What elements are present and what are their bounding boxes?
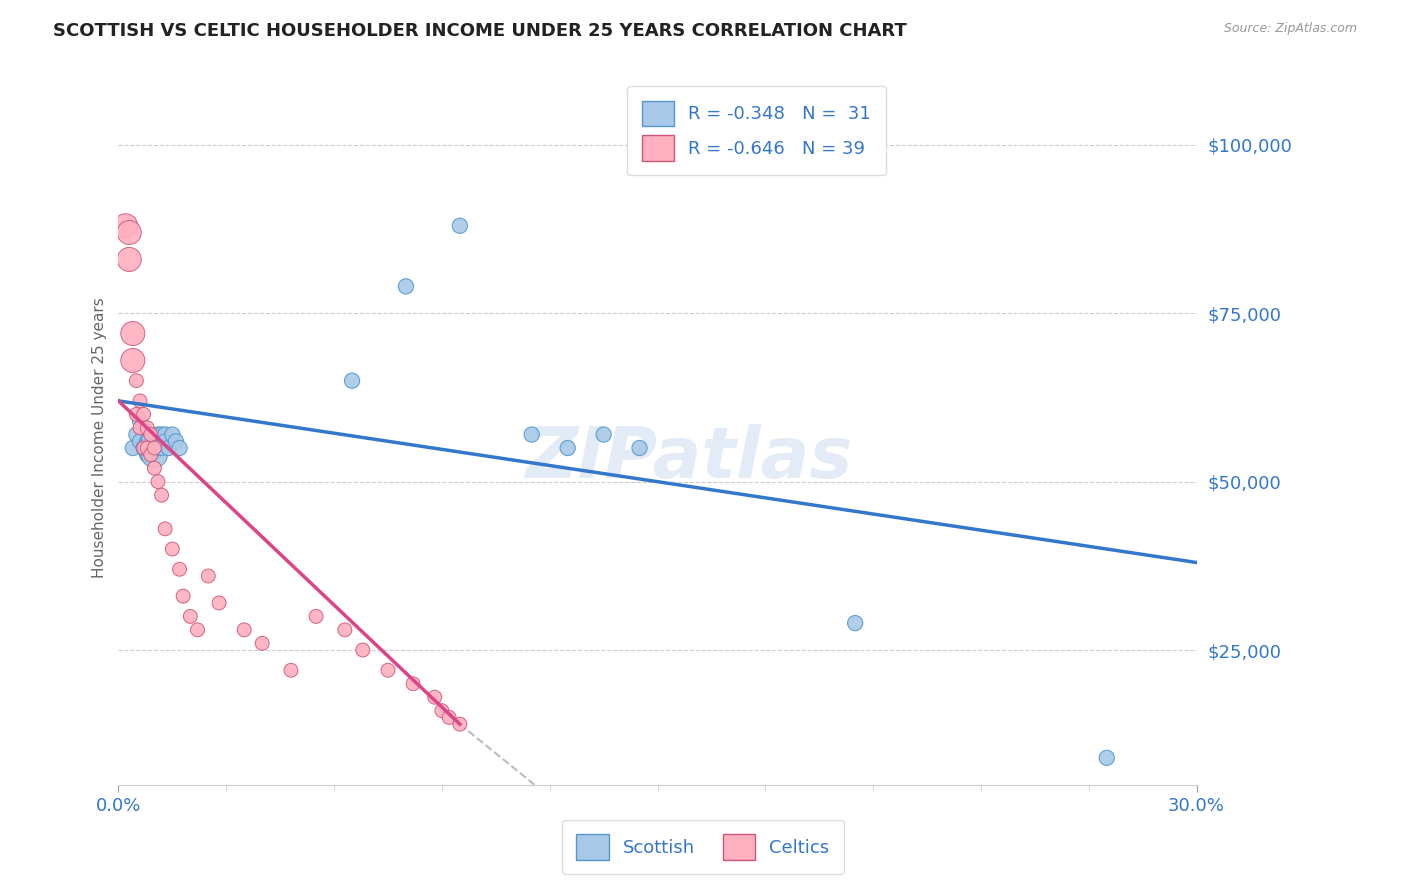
Point: [449, 717, 471, 731]
Point: [340, 374, 363, 388]
Point: [129, 434, 152, 449]
Point: [136, 448, 159, 462]
Point: [139, 427, 162, 442]
Point: [121, 441, 143, 455]
Point: [280, 663, 302, 677]
Point: [377, 663, 399, 677]
Legend: R = -0.348   N =  31, R = -0.646   N = 39: R = -0.348 N = 31, R = -0.646 N = 39: [627, 87, 886, 175]
Point: [844, 616, 866, 631]
Point: [125, 374, 148, 388]
Point: [169, 562, 191, 576]
Point: [136, 421, 159, 435]
Point: [186, 623, 208, 637]
Point: [197, 569, 219, 583]
Point: [143, 461, 166, 475]
Point: [132, 408, 155, 422]
Point: [153, 427, 176, 442]
Point: [118, 252, 141, 267]
Point: [129, 414, 152, 428]
Point: [125, 427, 148, 442]
Point: [136, 434, 159, 449]
Text: Source: ZipAtlas.com: Source: ZipAtlas.com: [1223, 22, 1357, 36]
Point: [121, 353, 143, 368]
Point: [208, 596, 231, 610]
Point: [628, 441, 651, 455]
Point: [150, 427, 173, 442]
Point: [143, 448, 166, 462]
Point: [153, 522, 176, 536]
Point: [165, 434, 187, 449]
Point: [162, 427, 184, 442]
Point: [233, 623, 256, 637]
Point: [423, 690, 446, 705]
Point: [402, 677, 425, 691]
Point: [169, 441, 191, 455]
Point: [430, 704, 453, 718]
Point: [143, 441, 166, 455]
Point: [129, 393, 152, 408]
Point: [139, 441, 162, 455]
Point: [592, 427, 614, 442]
Point: [557, 441, 579, 455]
Point: [139, 427, 162, 442]
Y-axis label: Householder Income Under 25 years: Householder Income Under 25 years: [93, 298, 107, 578]
Point: [114, 219, 136, 233]
Point: [132, 441, 155, 455]
Point: [352, 643, 374, 657]
Point: [121, 326, 143, 341]
Text: ZIPatlas: ZIPatlas: [526, 425, 853, 493]
Point: [153, 434, 176, 449]
Point: [333, 623, 356, 637]
Point: [437, 710, 460, 724]
Point: [146, 427, 169, 442]
Point: [305, 609, 328, 624]
Point: [132, 441, 155, 455]
Point: [250, 636, 273, 650]
Point: [129, 421, 152, 435]
Point: [520, 427, 543, 442]
Point: [157, 441, 180, 455]
Point: [146, 441, 169, 455]
Point: [136, 441, 159, 455]
Point: [449, 219, 471, 233]
Point: [150, 441, 173, 455]
Point: [139, 448, 162, 462]
Point: [146, 475, 169, 489]
Point: [162, 542, 184, 557]
Point: [150, 488, 173, 502]
Point: [125, 408, 148, 422]
Legend: Scottish, Celtics: Scottish, Celtics: [562, 820, 844, 874]
Point: [1095, 751, 1118, 765]
Point: [118, 226, 141, 240]
Point: [172, 589, 194, 603]
Point: [132, 421, 155, 435]
Point: [395, 279, 418, 293]
Text: SCOTTISH VS CELTIC HOUSEHOLDER INCOME UNDER 25 YEARS CORRELATION CHART: SCOTTISH VS CELTIC HOUSEHOLDER INCOME UN…: [53, 22, 907, 40]
Point: [179, 609, 201, 624]
Point: [143, 434, 166, 449]
